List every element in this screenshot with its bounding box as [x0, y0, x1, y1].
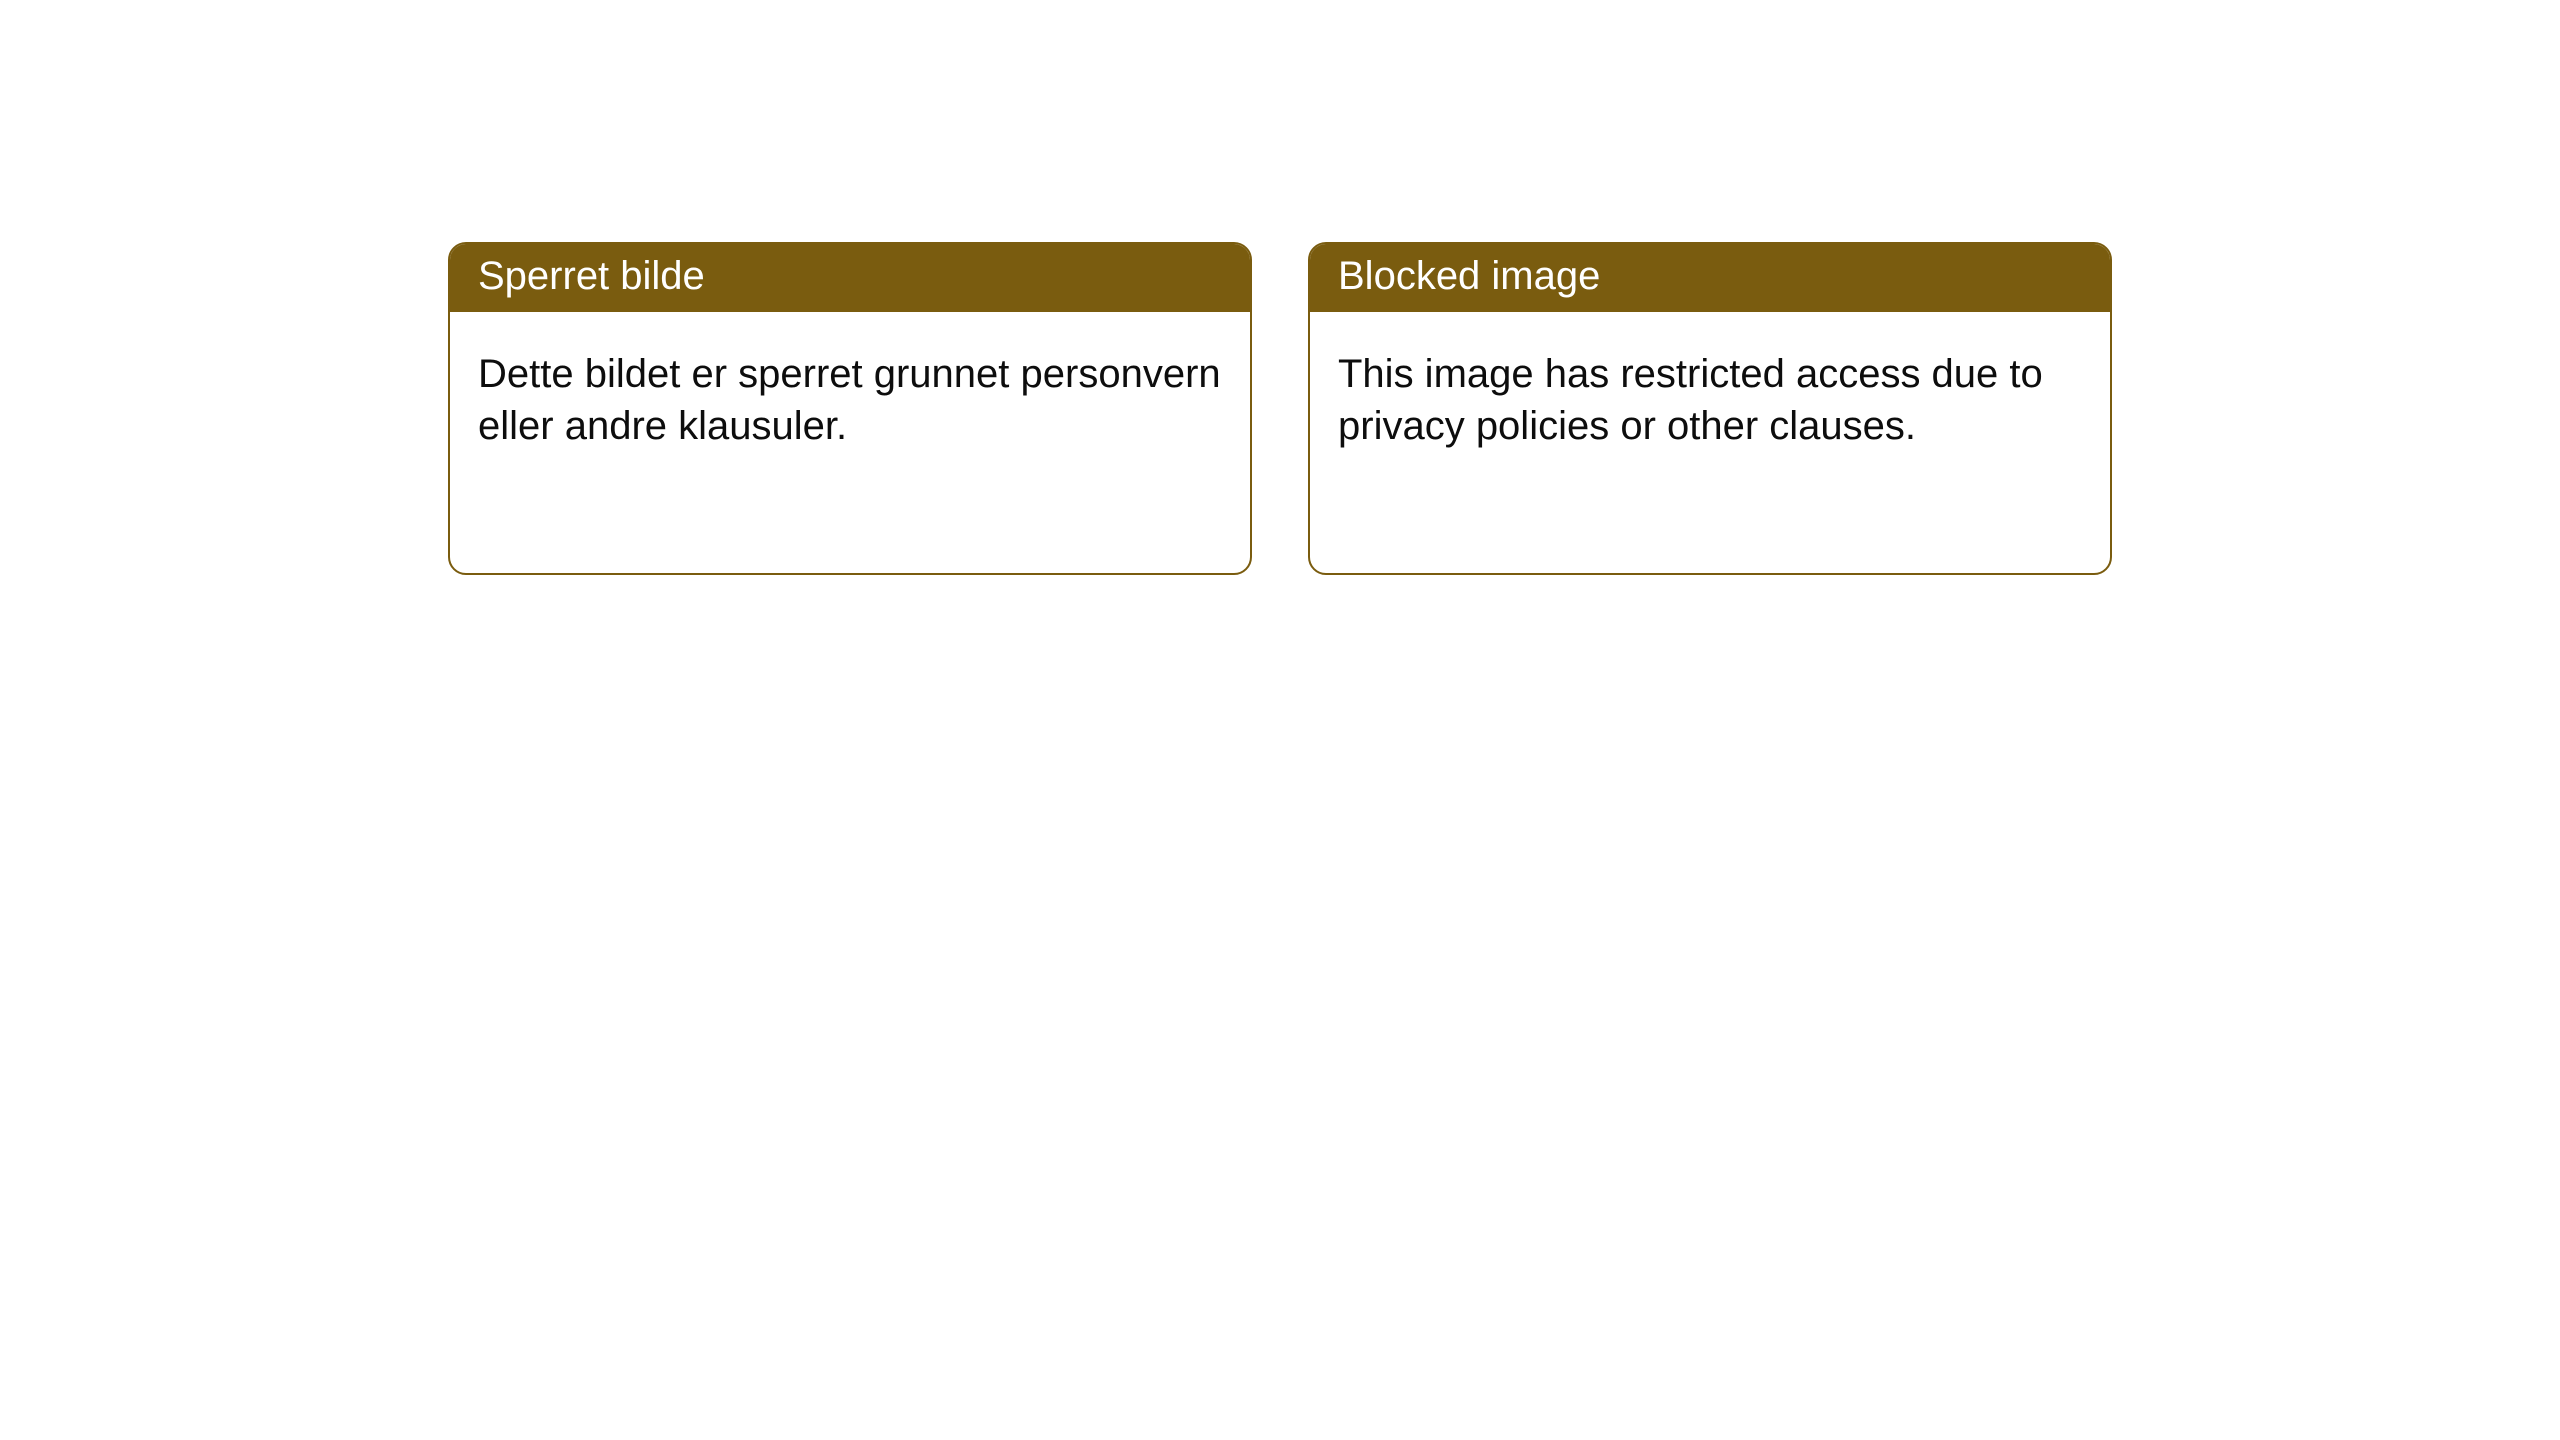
notice-body-english: This image has restricted access due to … [1310, 312, 2110, 488]
notice-card-norwegian: Sperret bilde Dette bildet er sperret gr… [448, 242, 1252, 575]
notice-body-norwegian: Dette bildet er sperret grunnet personve… [450, 312, 1250, 488]
notice-header-english: Blocked image [1310, 244, 2110, 312]
notice-container: Sperret bilde Dette bildet er sperret gr… [0, 0, 2560, 575]
notice-header-norwegian: Sperret bilde [450, 244, 1250, 312]
notice-card-english: Blocked image This image has restricted … [1308, 242, 2112, 575]
